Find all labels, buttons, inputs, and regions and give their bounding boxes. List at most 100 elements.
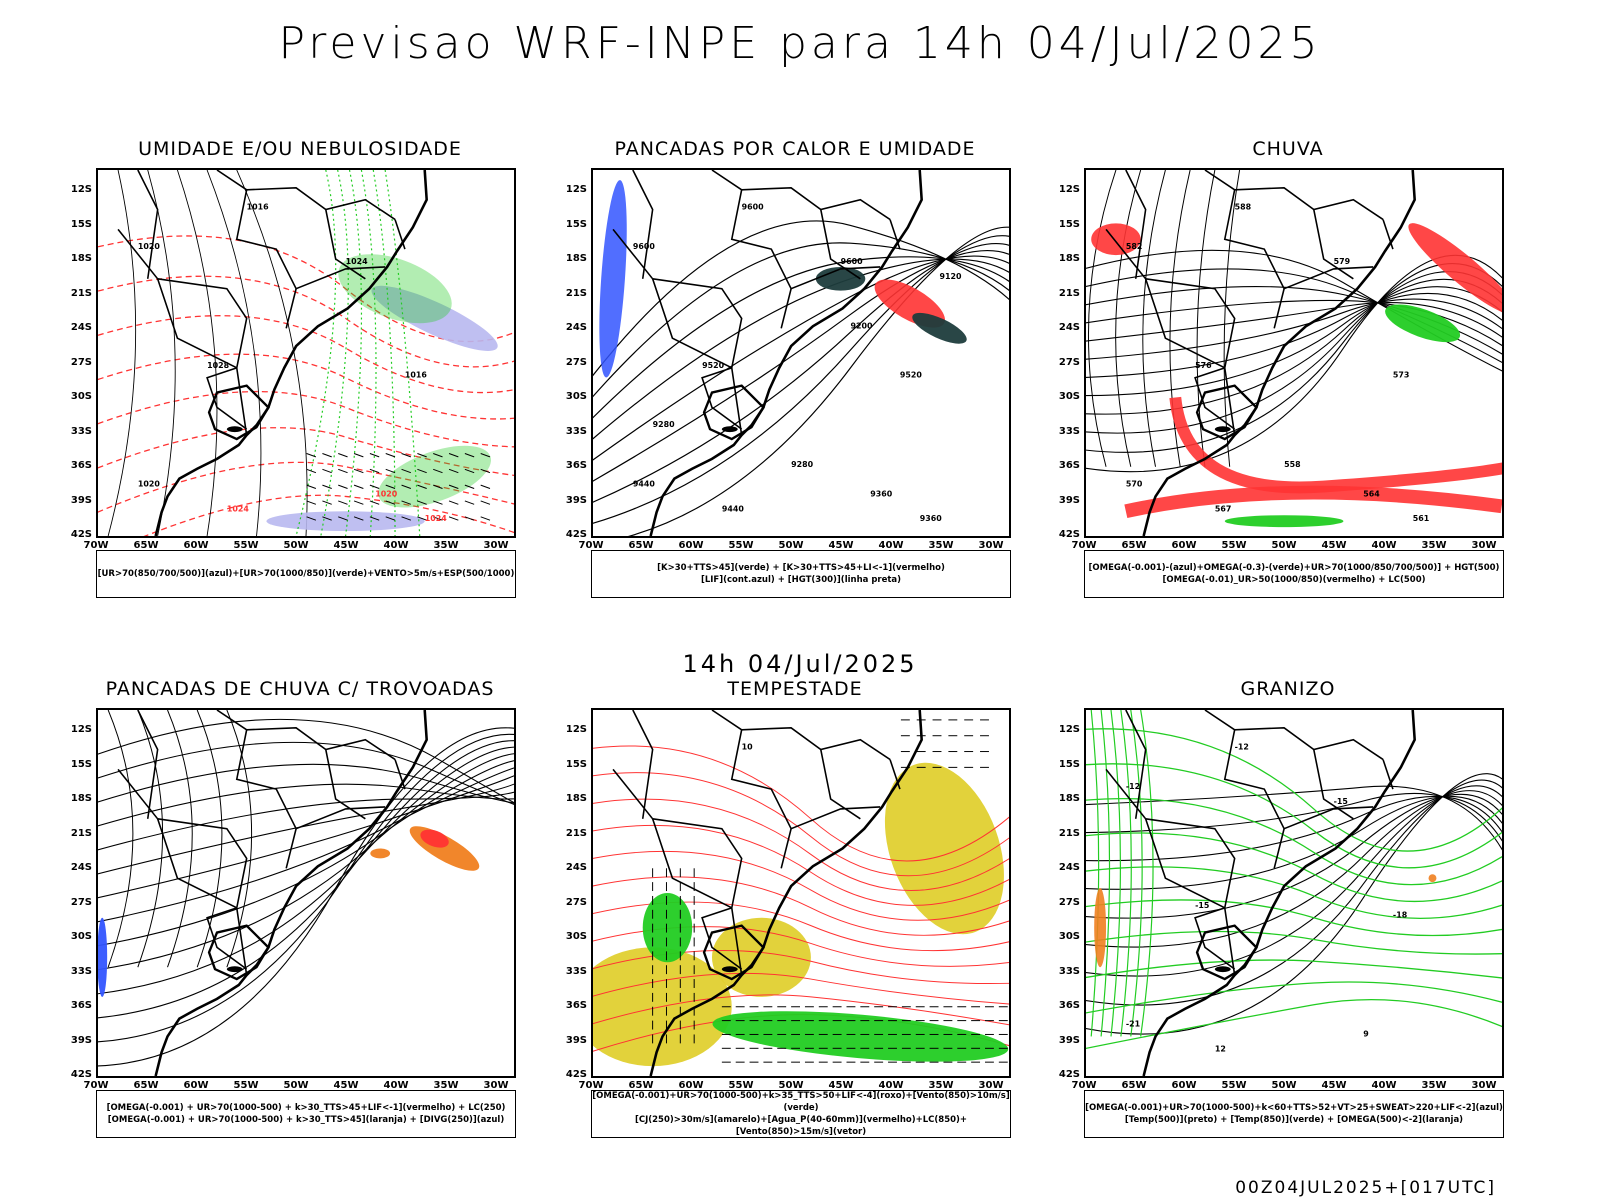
contour-label: 9520 bbox=[702, 361, 725, 370]
contour-label: 9360 bbox=[920, 514, 943, 523]
lon-tick-label: 40W bbox=[1371, 540, 1397, 551]
temp500-contour-4 bbox=[1086, 793, 1502, 919]
wind-arrow-46 bbox=[448, 468, 459, 474]
state-border-2 bbox=[652, 818, 743, 976]
green-speckle-contour-0 bbox=[295, 170, 337, 536]
lc250-streamline-west-3 bbox=[196, 710, 223, 968]
state-border-9 bbox=[889, 219, 901, 250]
wind-arrow-14 bbox=[338, 516, 348, 521]
wind-arrow-29 bbox=[385, 516, 396, 521]
map-canvas: 10 bbox=[593, 710, 1009, 1076]
lc250-streamline-west-4 bbox=[226, 710, 253, 968]
state-border-8 bbox=[117, 228, 159, 280]
state-border-8 bbox=[1105, 228, 1147, 280]
state-border-5 bbox=[1313, 749, 1354, 820]
wind-arrow-32 bbox=[401, 484, 412, 489]
lon-tick-label: 65W bbox=[628, 540, 654, 551]
lon-tick-label: 40W bbox=[383, 540, 409, 551]
coastline bbox=[1142, 170, 1416, 536]
lat-tick-label: 24S bbox=[565, 862, 587, 873]
state-border-2 bbox=[652, 278, 743, 436]
legend-line: [LIF](cont.azul) + [HGT(300)](linha pret… bbox=[700, 575, 902, 585]
legend-box: [K>30+TTS>45](verde) + [K>30+TTS>45+LI<-… bbox=[591, 550, 1011, 598]
legend-box: [OMEGA(-0.001)+UR>70(1000-500)+k>35_TTS>… bbox=[591, 1090, 1011, 1138]
lat-tick-label: 12S bbox=[565, 724, 587, 735]
red-dashed-contour-1 bbox=[98, 275, 514, 368]
wind-arrow-27 bbox=[385, 484, 396, 489]
lat-tick-label: 27S bbox=[70, 356, 92, 368]
streamline-0 bbox=[1087, 170, 1117, 467]
contour-label: 1028 bbox=[207, 361, 230, 370]
contour-label: 576 bbox=[1195, 361, 1212, 370]
red-dashed-contour-2 bbox=[98, 315, 514, 394]
temp500-contour-1 bbox=[1086, 779, 1502, 1006]
lat-tick-label: 27S bbox=[1058, 356, 1080, 368]
state-border-3 bbox=[1125, 710, 1147, 819]
lat-tick-label: 12S bbox=[1058, 184, 1080, 195]
lat-tick-label: 27S bbox=[1058, 896, 1080, 908]
lagoon bbox=[1214, 426, 1231, 433]
temp500-contour-3 bbox=[1086, 790, 1502, 948]
lon-tick-label: 70W bbox=[578, 1080, 604, 1091]
lagoon bbox=[721, 966, 738, 973]
state-border-4 bbox=[1283, 266, 1374, 290]
lon-tick-label: 45W bbox=[828, 540, 854, 551]
uruguay-border bbox=[702, 384, 765, 441]
lon-tick-label: 70W bbox=[83, 540, 109, 551]
state-border-6 bbox=[206, 367, 248, 430]
lat-tick-label: 21S bbox=[565, 827, 587, 839]
lon-tick-label: 30W bbox=[1471, 540, 1497, 551]
contour-label: 567 bbox=[1215, 504, 1232, 513]
state-border-9 bbox=[889, 759, 901, 790]
pressure-isobar-0 bbox=[107, 170, 137, 536]
contour-label: 9440 bbox=[633, 480, 656, 489]
hgt500-contour-5 bbox=[1086, 293, 1502, 378]
contour-label: 573 bbox=[1393, 371, 1410, 380]
contour-label: -15 bbox=[1334, 797, 1348, 806]
wind-arrow-40 bbox=[433, 453, 443, 458]
wind-arrow-37 bbox=[417, 484, 427, 489]
lat-tick-label: 18S bbox=[1058, 793, 1080, 804]
map-frame: 1016 1020 1024 1028 1016 1020 1024 1020 1024 bbox=[96, 168, 516, 538]
legend-line: [OMEGA(-0.001)+UR>70(1000-500)+k<60+TTS>… bbox=[1085, 1103, 1503, 1113]
lat-tick-label: 30S bbox=[565, 391, 587, 402]
contour-label: 1020 bbox=[375, 489, 398, 498]
hgt500-contour-10 bbox=[1086, 268, 1502, 364]
lagoon bbox=[1214, 966, 1231, 973]
contour-label: -21 bbox=[1126, 1020, 1140, 1029]
wind-arrow-22 bbox=[369, 484, 380, 489]
temp850-contour-9 bbox=[1086, 999, 1502, 1050]
lon-tick-label: 40W bbox=[1371, 1080, 1397, 1091]
wind-arrow-31 bbox=[401, 468, 412, 474]
hgt300-contour-4 bbox=[593, 255, 1009, 461]
temp850-contour-west-4 bbox=[1130, 710, 1143, 1037]
lat-tick-label: 30S bbox=[70, 931, 92, 942]
green-speckle-contour-3 bbox=[360, 170, 377, 536]
lc850-streamline-0 bbox=[593, 745, 1009, 862]
legend-line: [Temp(500)](preto) + [Temp(850)](verde) … bbox=[1124, 1115, 1464, 1125]
temp850-contour-8 bbox=[1086, 981, 1502, 1014]
state-border-8 bbox=[1105, 768, 1147, 820]
rain-red-area-west bbox=[1091, 223, 1141, 256]
wind-arrow-28 bbox=[385, 500, 396, 505]
lon-tick-label: 35W bbox=[928, 1080, 954, 1091]
contour-label: 9520 bbox=[900, 371, 923, 380]
lat-tick-label: 21S bbox=[565, 287, 587, 299]
lc250-streamline-10 bbox=[98, 783, 514, 827]
legend-line: [OMEGA(-0.001) + UR>70(1000-500) + k>30_… bbox=[106, 1103, 506, 1113]
lc250-streamline-11 bbox=[98, 763, 514, 804]
map-canvas bbox=[98, 710, 514, 1076]
legend-line: [OMEGA(-0.001) + UR>70(1000-500) + k>30_… bbox=[107, 1115, 505, 1125]
wind-arrow-5 bbox=[322, 453, 332, 458]
lc250-streamline-west-0 bbox=[107, 710, 134, 968]
lat-tick-label: 42S bbox=[1058, 529, 1080, 540]
state-border-4 bbox=[790, 806, 881, 830]
map-canvas: 1016 1020 1024 1028 1016 1020 1024 1020 1024 bbox=[98, 170, 514, 536]
lat-tick-label: 39S bbox=[1058, 1034, 1080, 1046]
temp850-contour-0 bbox=[1086, 728, 1502, 852]
wind-arrow-48 bbox=[448, 500, 459, 505]
lat-tick-label: 18S bbox=[70, 793, 92, 804]
wind-arrow-24 bbox=[369, 516, 380, 521]
hgt500-contour-6 bbox=[1086, 298, 1502, 360]
temp850-contour-west-0 bbox=[1090, 710, 1100, 1037]
